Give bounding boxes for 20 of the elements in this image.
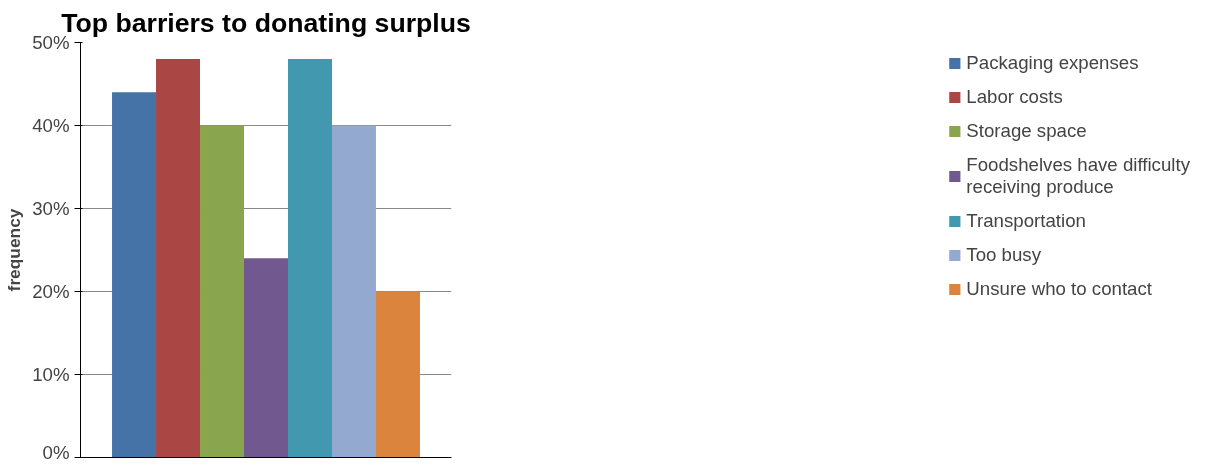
bar bbox=[112, 92, 157, 458]
bar bbox=[375, 291, 420, 458]
legend-label: Storage space bbox=[966, 120, 1087, 142]
legend-label: Labor costs bbox=[966, 86, 1063, 108]
legend-label: Unsure who to contact bbox=[966, 278, 1152, 300]
legend-label: Transportation bbox=[966, 210, 1086, 232]
y-axis-title: frequency bbox=[4, 208, 25, 292]
y-tick-label: 40% bbox=[32, 115, 70, 136]
bar bbox=[331, 125, 376, 458]
bar bbox=[156, 59, 201, 458]
legend-label: Foodshelves have difficulty receiving produce bbox=[966, 154, 1190, 198]
legend-label: Too busy bbox=[966, 244, 1041, 266]
legend-label: Packaging expenses bbox=[966, 52, 1139, 74]
bar bbox=[244, 258, 288, 458]
y-tick-label: 30% bbox=[32, 198, 70, 219]
y-tick-label: 0% bbox=[42, 441, 70, 463]
bar bbox=[200, 125, 244, 458]
y-tick-label: 10% bbox=[32, 364, 70, 385]
bar bbox=[287, 59, 332, 458]
y-tick-label: 20% bbox=[32, 281, 70, 302]
